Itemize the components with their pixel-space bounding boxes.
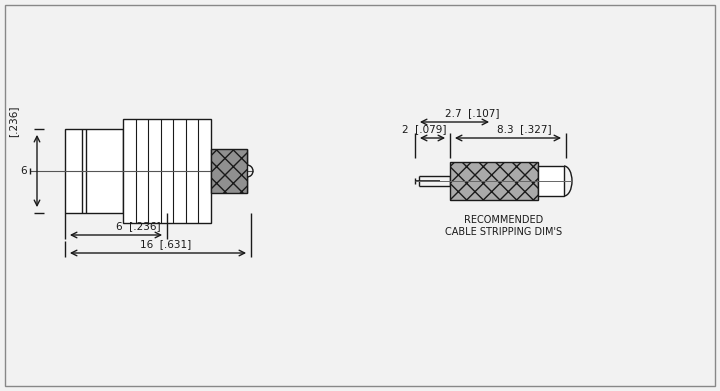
- Text: [.236]: [.236]: [8, 105, 18, 137]
- Bar: [211, 149, 247, 193]
- Text: 6  [.236]: 6 [.236]: [116, 221, 161, 231]
- Text: 2.7  [.107]: 2.7 [.107]: [445, 108, 500, 118]
- Text: 6: 6: [21, 166, 27, 176]
- Text: RECOMMENDED: RECOMMENDED: [464, 215, 544, 225]
- Bar: [123, 119, 211, 223]
- Text: 2  [.079]: 2 [.079]: [402, 124, 446, 134]
- Bar: [450, 162, 538, 200]
- Bar: [65, 129, 123, 213]
- Bar: [538, 166, 564, 196]
- Text: 8.3  [.327]: 8.3 [.327]: [497, 124, 552, 134]
- Text: CABLE STRIPPING DIM'S: CABLE STRIPPING DIM'S: [446, 227, 562, 237]
- Text: 16  [.631]: 16 [.631]: [140, 239, 192, 249]
